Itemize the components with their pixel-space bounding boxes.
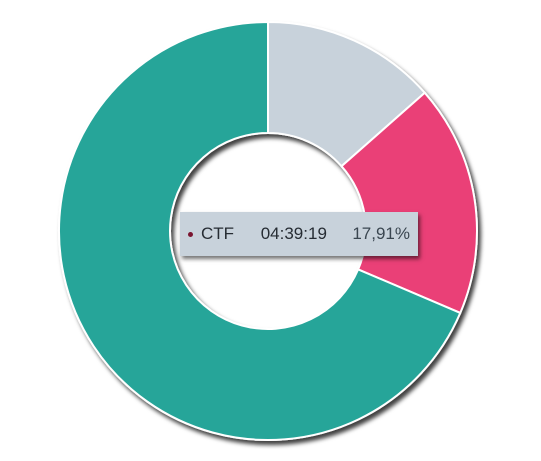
- tooltip-duration: 04:39:19: [260, 224, 327, 243]
- donut-slice-2[interactable]: [340, 91, 478, 315]
- donut-slice-3[interactable]: [58, 20, 462, 441]
- chart-tooltip: CTF 04:39:19 17,91%: [180, 212, 418, 256]
- tooltip-percent: 17,91%: [352, 224, 410, 243]
- tooltip-label: CTF: [200, 224, 235, 243]
- tooltip-series-dot: [188, 232, 193, 237]
